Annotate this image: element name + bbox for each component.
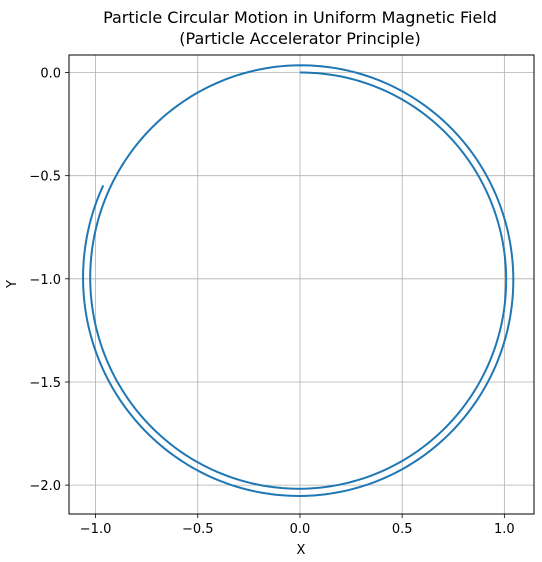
y-tick-label: 0.0 bbox=[40, 67, 61, 82]
x-tick-label: 0.5 bbox=[392, 522, 413, 537]
x-axis-label: X bbox=[297, 543, 306, 558]
y-tick-label: −0.5 bbox=[29, 170, 61, 185]
x-tick-label: 0.0 bbox=[290, 522, 311, 537]
x-tick-label: −1.0 bbox=[80, 522, 112, 537]
y-axis-label: Y bbox=[5, 280, 20, 289]
chart-title-line-1: Particle Circular Motion in Uniform Magn… bbox=[103, 8, 497, 27]
y-tick-label: −2.0 bbox=[29, 479, 61, 494]
chart-title-line-2: (Particle Accelerator Principle) bbox=[179, 29, 420, 48]
x-tick-label: 1.0 bbox=[494, 522, 515, 537]
y-tick-label: −1.0 bbox=[29, 273, 61, 288]
y-tick-label: −1.5 bbox=[29, 376, 61, 391]
x-tick-label: −0.5 bbox=[182, 522, 214, 537]
